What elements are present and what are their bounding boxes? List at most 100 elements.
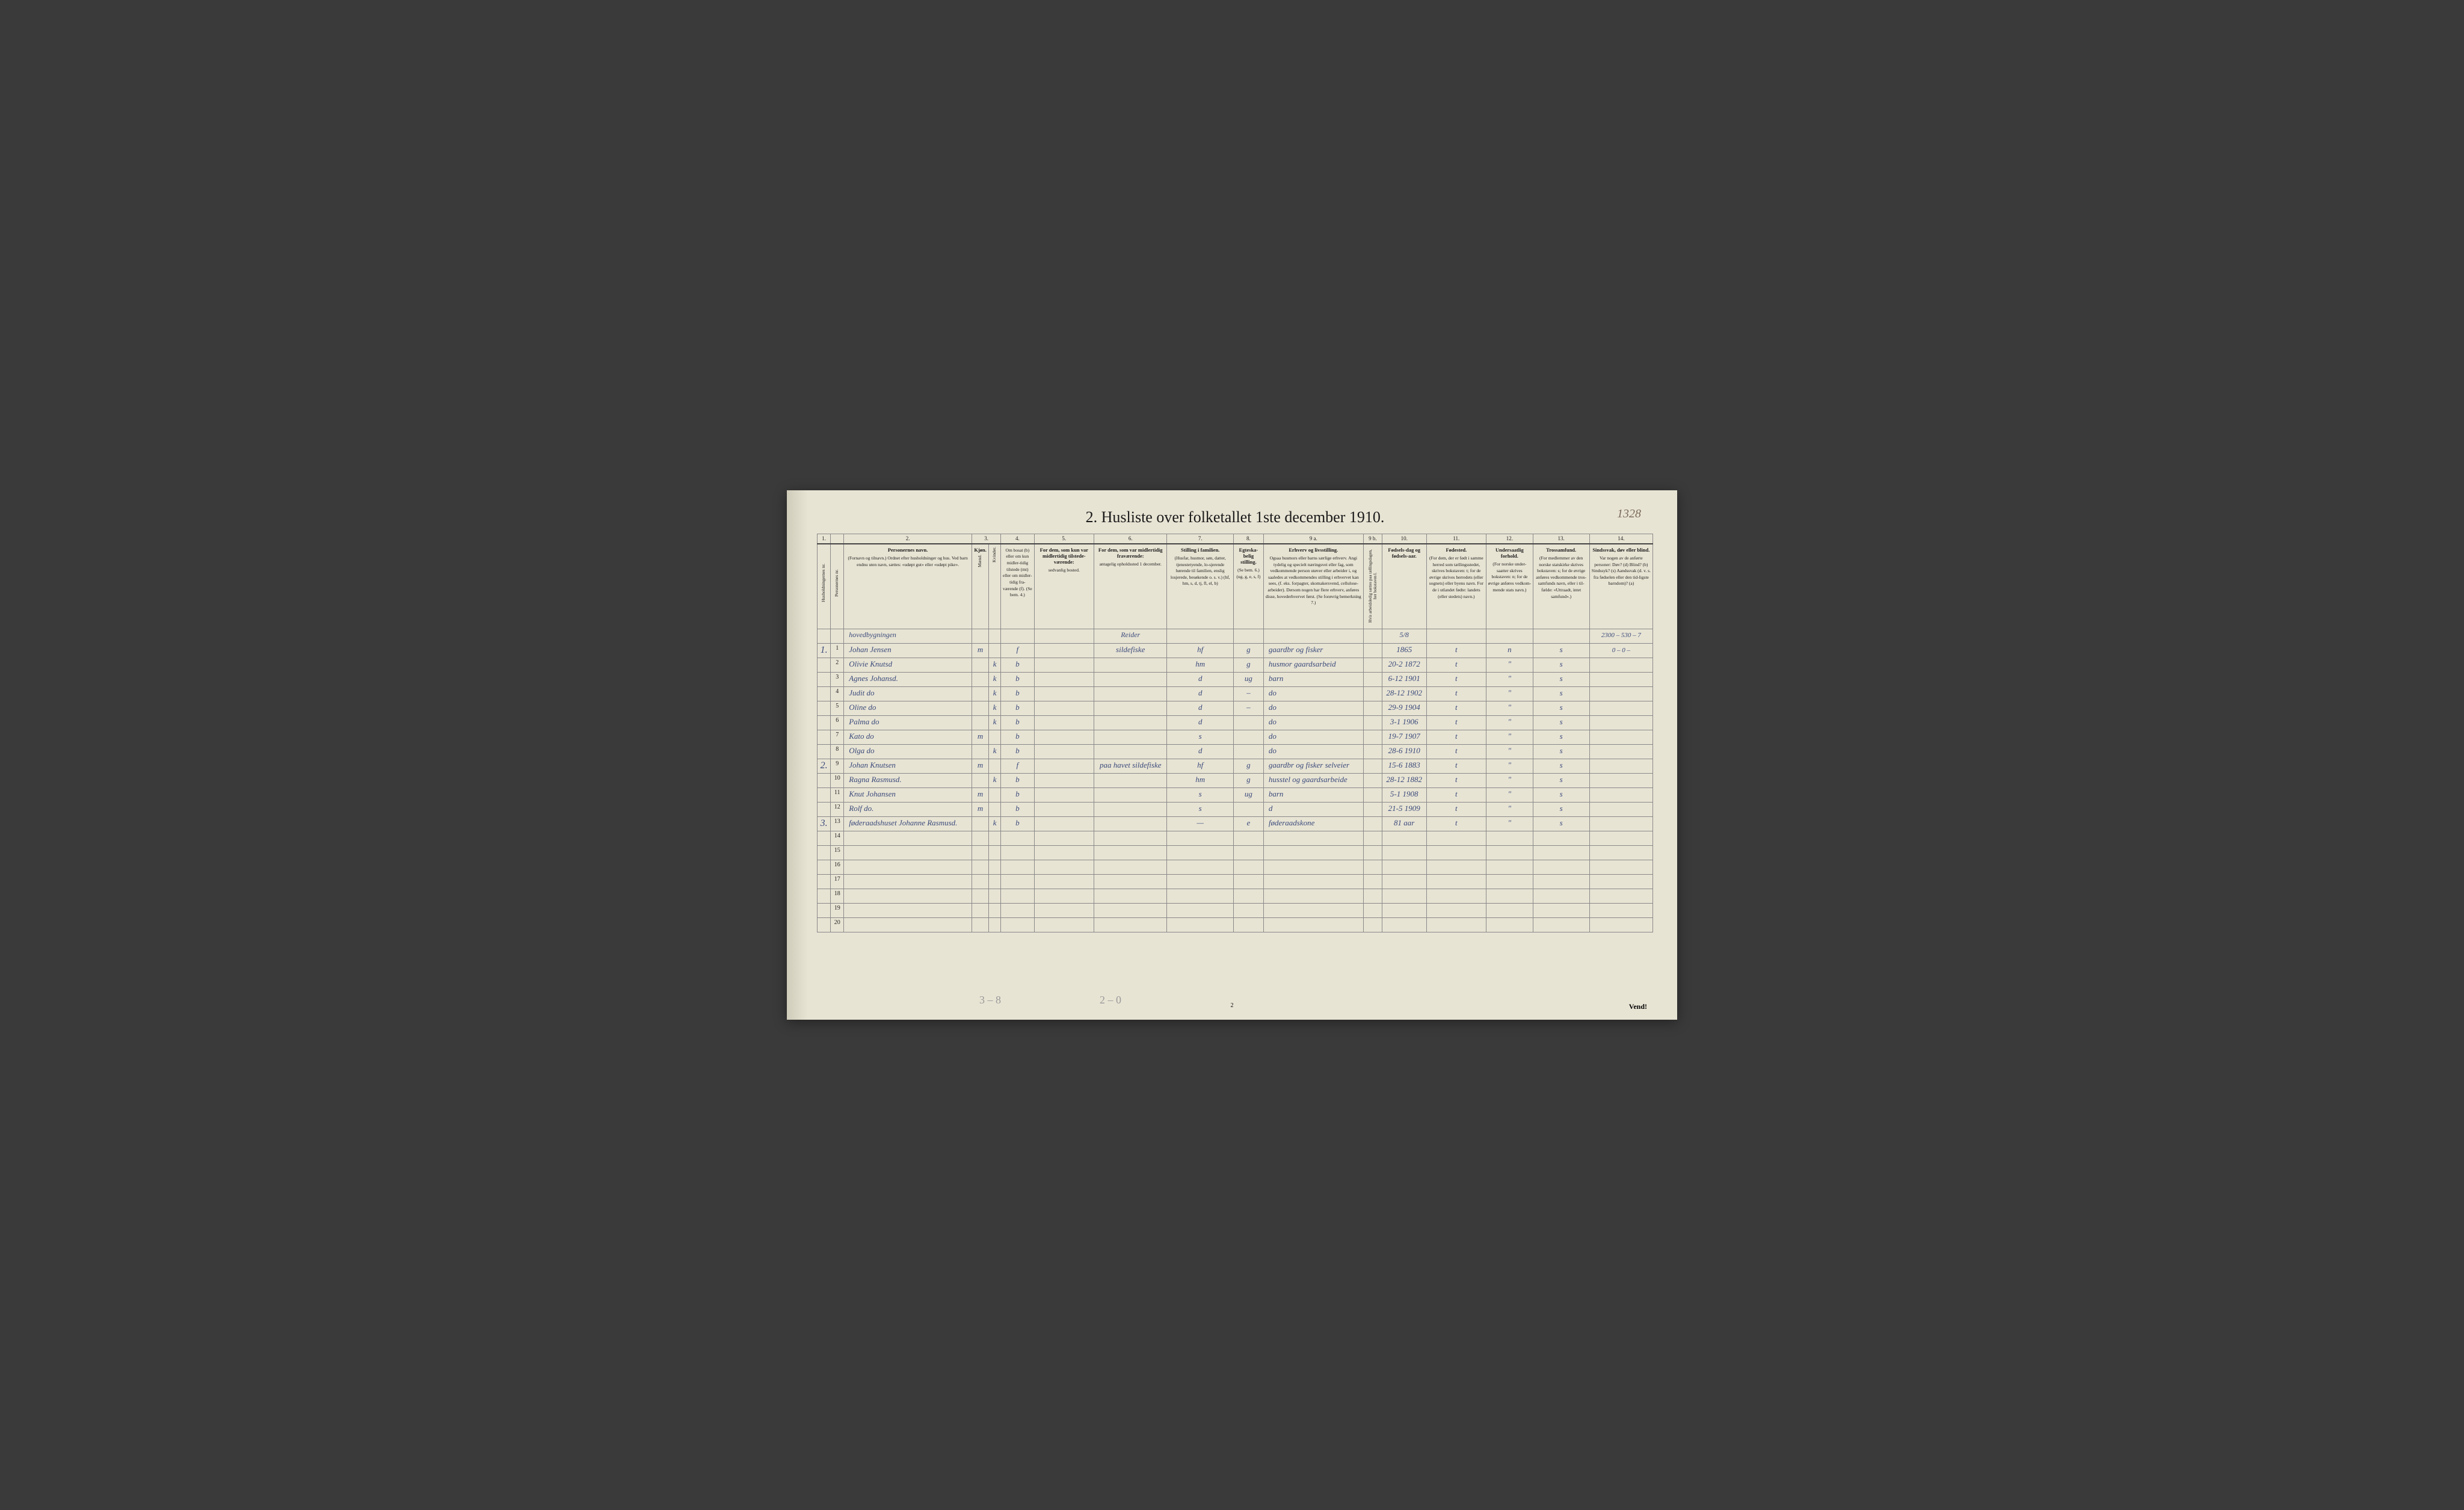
- cell-empty: [1234, 917, 1264, 932]
- cell-sex-m: [972, 715, 988, 730]
- cell-empty: [1094, 903, 1167, 917]
- cell-sex-m: [972, 629, 988, 643]
- cell-sex-m: m: [972, 730, 988, 744]
- cell-empty: [1486, 831, 1533, 845]
- cell-empty: [1234, 889, 1264, 903]
- cell-temp-absent: [1094, 701, 1167, 715]
- cell-unemployed: [1363, 672, 1382, 686]
- hdr-unemployed: Hvis arbeidsledig sættes paa tællingsdag…: [1363, 544, 1382, 629]
- cell-empty: [1589, 917, 1652, 932]
- cell-empty: [844, 831, 972, 845]
- cell-empty: [1263, 903, 1363, 917]
- hdr-temp-absent-sub: antagelig opholdssted 1 december.: [1100, 561, 1162, 567]
- colnum-1: 1.: [818, 534, 831, 544]
- cell-empty: [1263, 874, 1363, 889]
- cell-occupation: barn: [1263, 787, 1363, 802]
- cell-religion: s: [1533, 744, 1589, 759]
- cell-marital: [1234, 715, 1264, 730]
- hdr-family-pos: Stilling i familien. (Husfar, husmor, sø…: [1167, 544, 1234, 629]
- colnum-12: 12.: [1486, 534, 1533, 544]
- hdr-nationality: Undersaatlig forhold. (For norske under-…: [1486, 544, 1533, 629]
- hdr-religion: Trossamfund. (For medlemmer av den norsk…: [1533, 544, 1589, 629]
- colnum-14: 14.: [1589, 534, 1652, 544]
- cell-empty: [1486, 889, 1533, 903]
- cell-empty: [1167, 917, 1234, 932]
- cell-religion: [1533, 629, 1589, 643]
- table-row-empty: 18: [818, 889, 1653, 903]
- cell-sex-k: [989, 759, 1001, 773]
- cell-empty: [1167, 889, 1234, 903]
- cell-household: [818, 773, 831, 787]
- cell-household: [818, 802, 831, 816]
- cell-empty: 17: [831, 874, 844, 889]
- cell-empty: [1034, 831, 1094, 845]
- cell-empty: [1382, 845, 1426, 860]
- cell-empty: [1363, 874, 1382, 889]
- cell-empty: [989, 889, 1001, 903]
- hdr-birthplace-sub: (For dem, der er født i samme herred som…: [1429, 555, 1483, 599]
- cell-empty: [972, 845, 988, 860]
- cell-sex-k: k: [989, 715, 1001, 730]
- cell-occupation: do: [1263, 715, 1363, 730]
- cell-occupation: [1263, 629, 1363, 643]
- cell-sex-m: m: [972, 787, 988, 802]
- cell-household: [818, 787, 831, 802]
- hdr-occupation-sub: Ogsaa husmors eller barns særlige erhver…: [1266, 555, 1361, 605]
- cell-sex-k: [989, 643, 1001, 658]
- cell-marital: [1234, 802, 1264, 816]
- cell-unemployed: [1363, 730, 1382, 744]
- cell-nationality: ": [1486, 730, 1533, 744]
- cell-empty: [972, 903, 988, 917]
- cell-temp-absent: sildefiske: [1094, 643, 1167, 658]
- cell-nationality: ": [1486, 715, 1533, 730]
- cell-birthplace: [1426, 629, 1486, 643]
- cell-empty: [1486, 860, 1533, 874]
- cell-religion: s: [1533, 816, 1589, 831]
- hdr-disability-title: Sindssvak, døv eller blind.: [1591, 547, 1651, 553]
- cell-name: Johan Jensen: [844, 643, 972, 658]
- cell-religion: s: [1533, 701, 1589, 715]
- cell-temp-present: [1034, 629, 1094, 643]
- cell-empty: [1589, 889, 1652, 903]
- cell-name: føderaadshuset Johanne Rasmusd.: [844, 816, 972, 831]
- cell-nationality: ": [1486, 816, 1533, 831]
- hdr-name-sub: (Fornavn og tilnavn.) Ordnet efter husho…: [848, 555, 968, 567]
- table-header: 1. 2. 3. 4. 5. 6. 7. 8. 9 a. 9 b. 10. 11…: [818, 534, 1653, 629]
- cell-empty: [1426, 860, 1486, 874]
- cell-disability: [1589, 701, 1652, 715]
- cell-name: Judit do: [844, 686, 972, 701]
- cell-unemployed: [1363, 701, 1382, 715]
- colnum-7: 7.: [1167, 534, 1234, 544]
- cell-empty: [1167, 860, 1234, 874]
- hdr-sex-k: Kvinder.: [989, 544, 1001, 629]
- cell-empty: [1426, 845, 1486, 860]
- cell-empty: [1533, 917, 1589, 932]
- cell-disability: [1589, 816, 1652, 831]
- cell-empty: [818, 903, 831, 917]
- cell-dob: 21-5 1909: [1382, 802, 1426, 816]
- hdr-sex-title: Kjøn.: [973, 547, 987, 553]
- colnum-2: 2.: [844, 534, 972, 544]
- cell-empty: [818, 845, 831, 860]
- cell-empty: [1426, 889, 1486, 903]
- cell-empty: [972, 874, 988, 889]
- cell-empty: [1034, 845, 1094, 860]
- cell-empty: [1382, 903, 1426, 917]
- cell-empty: [1486, 903, 1533, 917]
- cell-family-pos: d: [1167, 715, 1234, 730]
- cell-empty: [844, 874, 972, 889]
- hdr-religion-sub: (For medlemmer av den norske statskirke …: [1536, 555, 1586, 599]
- cell-marital: [1234, 744, 1264, 759]
- cell-empty: [1034, 889, 1094, 903]
- cell-person-nr: 4: [831, 686, 844, 701]
- colnum-5: 5.: [1034, 534, 1094, 544]
- cell-name: hovedbygningen: [844, 629, 972, 643]
- cell-disability: [1589, 744, 1652, 759]
- cell-occupation: do: [1263, 686, 1363, 701]
- cell-empty: [972, 831, 988, 845]
- cell-empty: [1094, 831, 1167, 845]
- cell-family-pos: hm: [1167, 773, 1234, 787]
- cell-empty: [1263, 917, 1363, 932]
- margin-calc-1: 2300 – 530 – 7: [1601, 632, 1641, 639]
- colnum-1b: [831, 534, 844, 544]
